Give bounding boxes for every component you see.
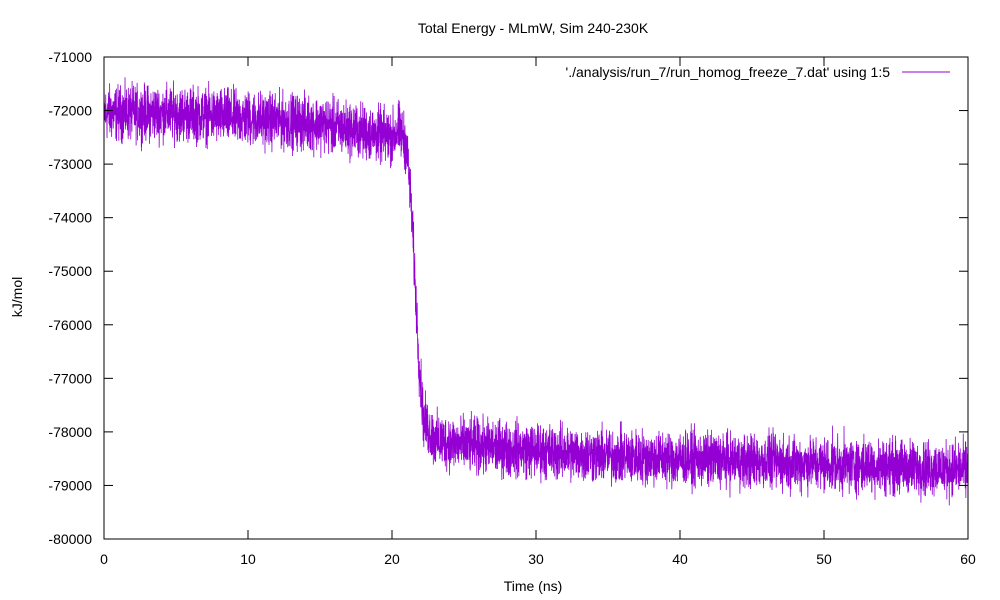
- x-axis-label: Time (ns): [504, 578, 563, 594]
- series-line: [103, 77, 969, 506]
- x-tick-label: 20: [384, 551, 400, 567]
- y-axis-label: kJ/mol: [9, 277, 25, 317]
- y-tick-label: -72000: [48, 103, 92, 119]
- y-tick-label: -76000: [48, 317, 92, 333]
- legend-label: './analysis/run_7/run_homog_freeze_7.dat…: [566, 64, 891, 80]
- x-tick-label: 50: [816, 551, 832, 567]
- y-tick-label: -71000: [48, 49, 92, 65]
- y-tick-label: -79000: [48, 477, 92, 493]
- y-tick-label: -78000: [48, 424, 92, 440]
- x-tick-label: 0: [100, 551, 108, 567]
- legend: './analysis/run_7/run_homog_freeze_7.dat…: [566, 64, 950, 80]
- y-tick-label: -77000: [48, 370, 92, 386]
- x-tick-label: 40: [672, 551, 688, 567]
- x-tick-label: 60: [960, 551, 976, 567]
- ticks-group: -80000 -79000 -78000 -77000 -76000 -75000 -740…: [48, 49, 976, 567]
- y-tick-label: -73000: [48, 156, 92, 172]
- x-tick-label: 30: [528, 551, 544, 567]
- y-tick-label: -75000: [48, 263, 92, 279]
- plot-frame: [103, 56, 969, 540]
- series-group: [103, 77, 969, 506]
- x-tick-label: 10: [240, 551, 256, 567]
- y-tick-label: -74000: [48, 210, 92, 226]
- y-tick-label: -80000: [48, 531, 92, 547]
- chart-title: Total Energy - MLmW, Sim 240-230K: [418, 20, 649, 36]
